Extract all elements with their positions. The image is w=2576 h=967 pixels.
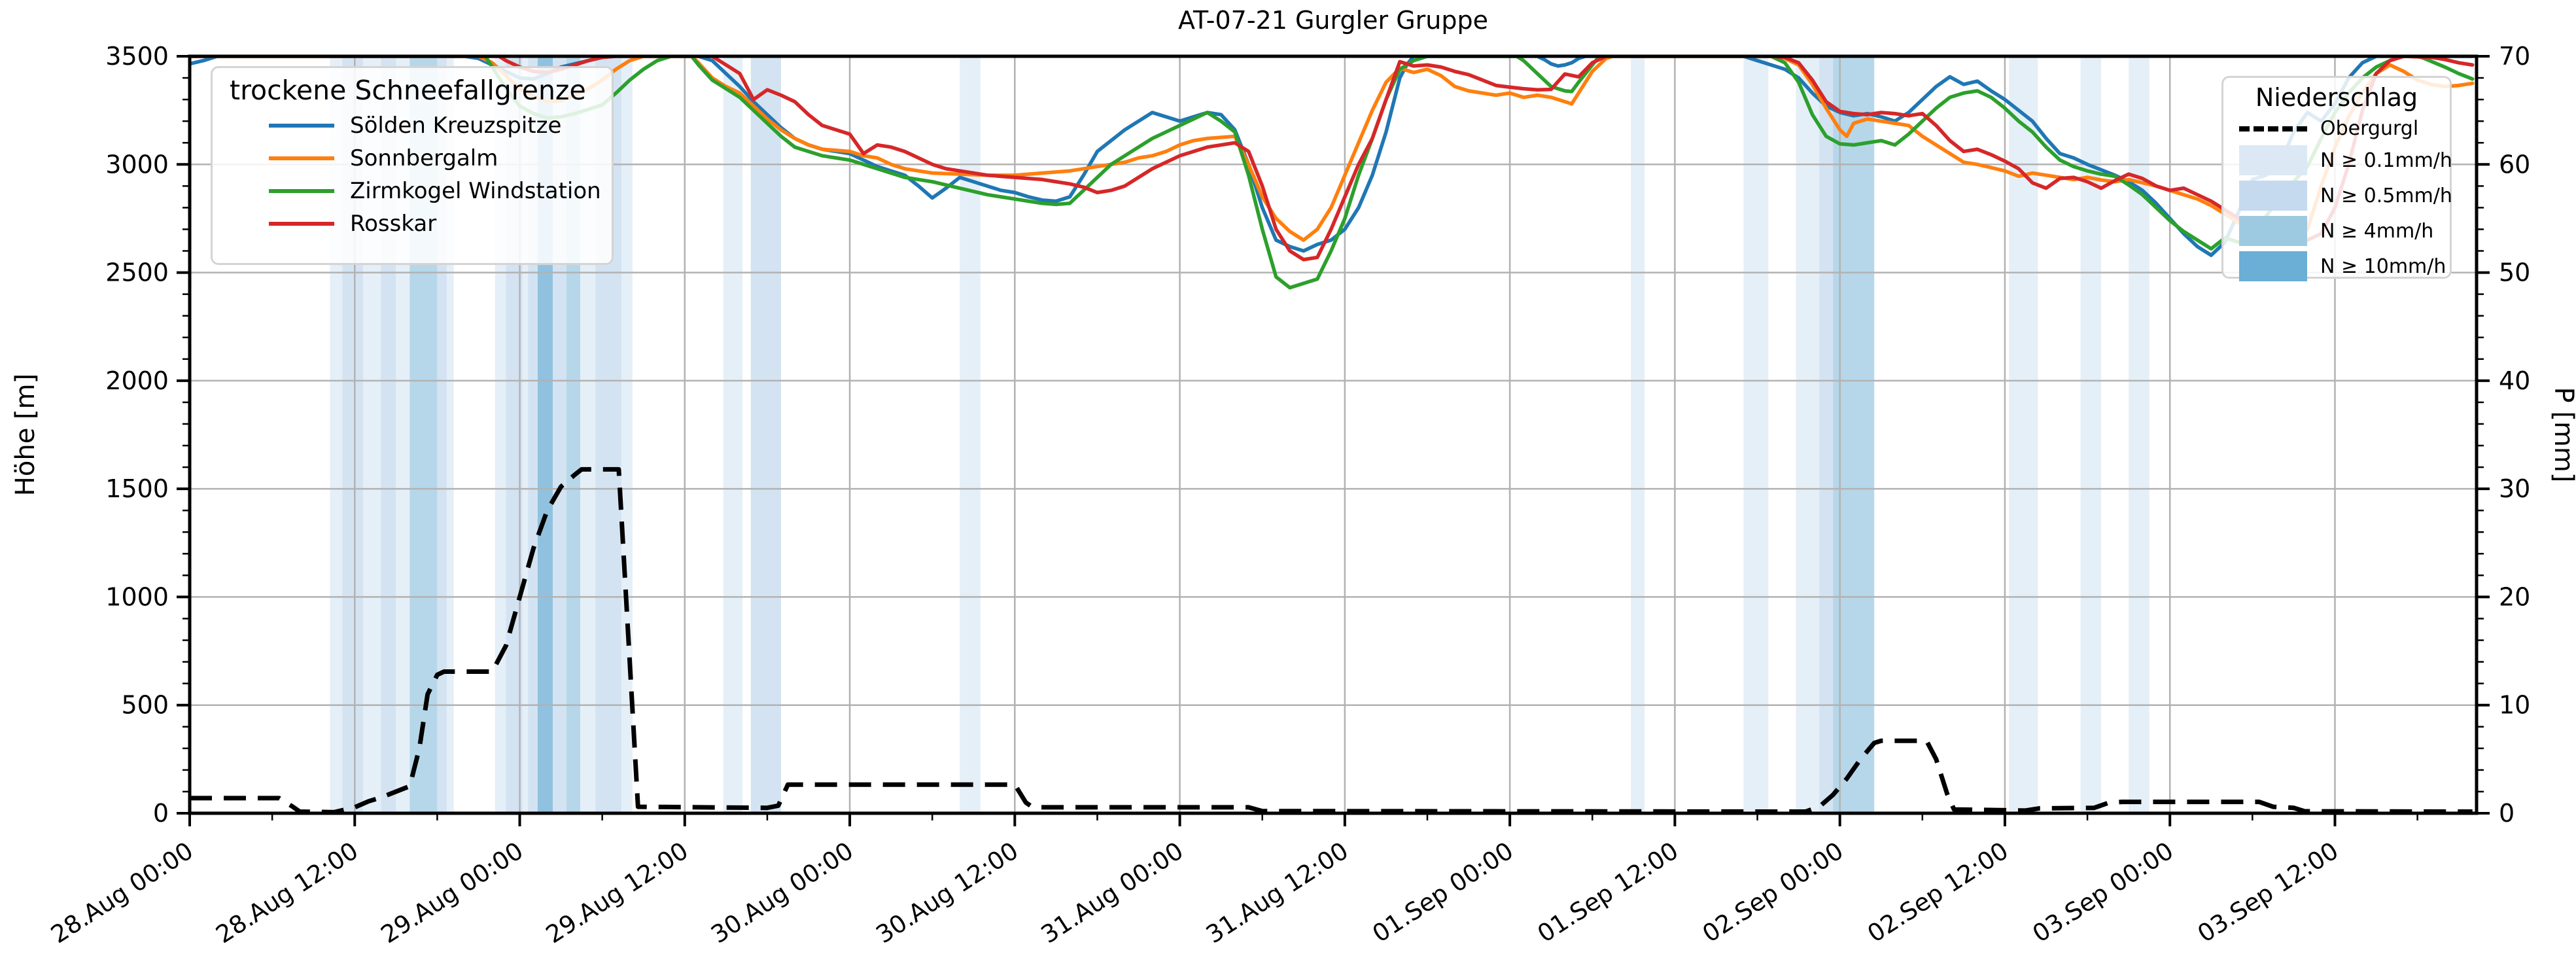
x-tick-label: 03.Sep 12:00 <box>2193 836 2344 948</box>
x-tick-label: 02.Sep 12:00 <box>1862 836 2013 948</box>
plot-border <box>188 54 2479 815</box>
legend-item-band-05: N ≥ 0.5mm/h <box>2235 181 2452 211</box>
y-right-tick-label: 0 <box>2499 799 2515 828</box>
band-swatch-l1 <box>2239 145 2307 175</box>
line-swatch-blue <box>269 124 334 128</box>
legend-item-label: Rosskar <box>350 211 437 237</box>
y-left-tick-label: 1500 <box>105 474 169 503</box>
legend-snowfall-title: trockene Schneefallgrenze <box>230 75 586 106</box>
x-tick-label: 31.Aug 00:00 <box>1036 836 1189 949</box>
x-tick-label: 31.Aug 12:00 <box>1201 836 1353 949</box>
y-left-tick-label: 3500 <box>105 42 169 71</box>
precip-accumulation-line <box>190 466 2473 813</box>
y-left-tick-label: 2000 <box>105 366 169 395</box>
y-right-axis-label: P [mm] <box>2549 387 2576 483</box>
y-right-tick-label: 30 <box>2499 474 2530 503</box>
y-left-axis-label: Höhe [m] <box>10 374 41 496</box>
legend-item-label: Sölden Kreuzspitze <box>350 113 562 139</box>
precip-band <box>1743 56 1769 813</box>
series-line-sölden-kreuzspitze <box>190 56 2475 257</box>
precip-band <box>1819 56 1834 813</box>
line-swatch-red <box>269 222 334 226</box>
legend-item-label: N ≥ 4mm/h <box>2320 219 2434 243</box>
band-swatch-l2 <box>2239 181 2307 211</box>
y-right-tick-label: 50 <box>2499 258 2530 287</box>
precip-band <box>447 56 454 813</box>
line-swatch-green <box>269 189 334 193</box>
precip-band <box>522 56 529 813</box>
precip-band <box>2129 56 2150 813</box>
legend-precip-title: Niederschlag <box>2255 83 2418 112</box>
precip-band <box>723 56 743 813</box>
legend-item-label: N ≥ 0.1mm/h <box>2320 149 2452 172</box>
legend-item-label: Zirmkogel Windstation <box>350 178 601 204</box>
legend-item-label: Sonnbergalm <box>350 145 498 171</box>
legend-item-label: Obergurgl <box>2320 117 2419 140</box>
series-line-zirmkogel-windstation <box>190 56 2475 290</box>
band-swatch-l3 <box>2239 216 2307 246</box>
x-tick-label: 01.Sep 00:00 <box>1367 836 1518 948</box>
x-tick-label: 28.Aug 00:00 <box>46 836 198 949</box>
legend-item-band-10: N ≥ 10mm/h <box>2235 251 2446 281</box>
y-left-tick-label: 3000 <box>105 150 169 179</box>
legend-snowfall-limit: trockene Schneefallgrenze Sölden Kreuzsp… <box>211 66 614 265</box>
legend-item-rosskar: Rosskar <box>230 211 595 237</box>
x-tick-label: 28.Aug 12:00 <box>211 836 364 949</box>
y-right-tick-label: 70 <box>2499 42 2530 71</box>
legend-item-obergurgl: Obergurgl <box>2235 117 2438 140</box>
dashed-line-swatch <box>2239 126 2307 132</box>
chart-title: AT-07-21 Gurgler Gruppe <box>1178 6 1488 35</box>
precip-band <box>2009 56 2038 813</box>
x-tick-label: 29.Aug 12:00 <box>541 836 693 949</box>
precip-band <box>1796 56 1820 813</box>
x-tick-label: 01.Sep 12:00 <box>1533 836 1684 948</box>
y-right-tick-label: 10 <box>2499 691 2530 720</box>
x-tick-label: 03.Sep 00:00 <box>2028 836 2179 948</box>
precip-band <box>750 56 781 813</box>
line-swatch-orange <box>269 156 334 160</box>
legend-item-band-4: N ≥ 4mm/h <box>2235 216 2438 246</box>
x-tick-label: 30.Aug 00:00 <box>706 836 858 949</box>
series-line-sonnbergalm <box>190 56 2475 242</box>
y-left-tick-label: 500 <box>121 691 169 720</box>
legend-precipitation: Niederschlag Obergurgl N ≥ 0.1mm/h N ≥ 0… <box>2221 76 2452 281</box>
legend-item-sonnbergalm: Sonnbergalm <box>230 145 595 171</box>
legend-item-label: N ≥ 0.5mm/h <box>2320 184 2452 207</box>
y-right-tick-label: 40 <box>2499 366 2530 395</box>
x-tick-label: 29.Aug 00:00 <box>376 836 529 949</box>
x-tick-label: 30.Aug 12:00 <box>871 836 1024 949</box>
precip-band <box>1631 56 1645 813</box>
y-right-tick-label: 60 <box>2499 150 2530 179</box>
legend-item-label: N ≥ 10mm/h <box>2320 255 2446 278</box>
legend-item-zirmkogel: Zirmkogel Windstation <box>230 178 601 204</box>
y-right-tick-label: 20 <box>2499 582 2530 611</box>
y-left-tick-label: 2500 <box>105 258 169 287</box>
y-left-tick-label: 1000 <box>105 582 169 611</box>
y-left-tick-label: 0 <box>153 799 169 828</box>
legend-item-soelden: Sölden Kreuzspitze <box>230 113 595 139</box>
band-swatch-l4 <box>2239 251 2307 281</box>
series-line-rosskar <box>190 56 2475 262</box>
x-tick-label: 02.Sep 00:00 <box>1697 836 1849 948</box>
legend-item-band-01: N ≥ 0.1mm/h <box>2235 145 2452 175</box>
